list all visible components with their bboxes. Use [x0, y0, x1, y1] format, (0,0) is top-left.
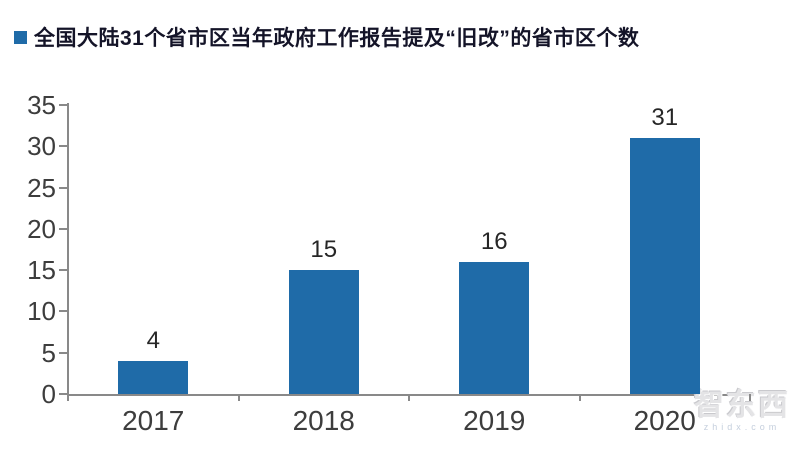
bar-2019 — [459, 261, 530, 394]
x-axis-label: 2019 — [463, 405, 526, 436]
y-axis-line — [67, 103, 69, 395]
legend-color-swatch-icon — [14, 31, 27, 44]
y-tick-label: 20 — [27, 213, 56, 244]
watermark-brand: 智东西 — [694, 389, 790, 422]
y-tick-label: 10 — [27, 296, 56, 327]
x-tick — [749, 394, 751, 401]
x-tick — [237, 394, 240, 401]
y-tick — [59, 186, 67, 189]
bar-2017 — [118, 360, 189, 394]
x-axis-label: 2018 — [292, 405, 355, 436]
bar-value-label: 16 — [480, 227, 508, 255]
y-tick — [59, 145, 67, 148]
y-tick-label: 25 — [27, 172, 56, 203]
x-tick — [408, 394, 410, 401]
y-tick — [59, 351, 67, 354]
legend-row: 全国大陆31个省市区当年政府工作报告提及“旧改”的省市区个数 — [14, 22, 639, 52]
watermark: 智东西 zhidx.com — [688, 389, 796, 433]
watermark-site: zhidx.com — [703, 422, 781, 432]
x-tick — [578, 394, 581, 401]
y-tick-label: 15 — [27, 255, 56, 286]
y-tick-label: 30 — [27, 131, 56, 162]
legend-label: 全国大陆31个省市区当年政府工作报告提及“旧改”的省市区个数 — [34, 27, 640, 50]
bar-value-label: 15 — [310, 236, 338, 264]
y-tick — [59, 104, 67, 106]
y-tick — [59, 227, 67, 230]
y-tick — [59, 393, 67, 395]
y-tick-label: 5 — [41, 337, 56, 368]
bar-value-label: 31 — [651, 104, 679, 132]
bar-2020 — [629, 138, 700, 394]
x-axis-label: 2017 — [122, 405, 185, 436]
y-tick-label: 0 — [41, 379, 56, 409]
y-tick — [59, 310, 67, 313]
y-tick-label: 35 — [27, 90, 56, 120]
bar-2018 — [288, 270, 359, 394]
x-axis-label: 2020 — [633, 405, 696, 436]
x-tick — [67, 394, 69, 401]
bar-value-label: 4 — [146, 326, 160, 354]
y-tick — [59, 269, 67, 272]
